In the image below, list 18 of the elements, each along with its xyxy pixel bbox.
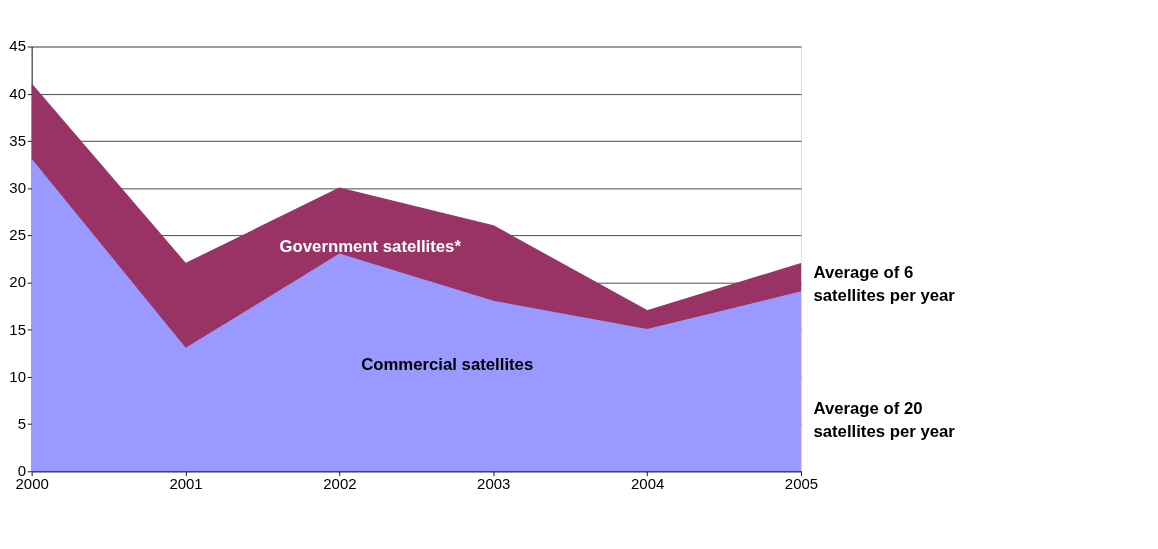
y-tick-label: 40 bbox=[9, 84, 26, 102]
y-tick-label: 20 bbox=[9, 273, 26, 291]
x-tick-label: 2004 bbox=[631, 475, 665, 493]
y-tick-label: 45 bbox=[9, 37, 26, 55]
text: Average of 20 satellites per year bbox=[813, 398, 956, 441]
series-label: Government satellites* bbox=[279, 236, 462, 256]
y-tick-label: 35 bbox=[9, 131, 26, 149]
x-tick-label: 2005 bbox=[784, 475, 819, 493]
y-tick-label: 15 bbox=[9, 320, 26, 338]
x-tick-label: 2002 bbox=[323, 475, 357, 493]
text: Average of 6 satellites per year bbox=[813, 263, 956, 306]
x-tick-label: 2003 bbox=[477, 475, 511, 493]
x-tick-label: 2001 bbox=[169, 475, 203, 493]
y-tick-label: 30 bbox=[9, 179, 26, 196]
series-label: Commercial satellites bbox=[361, 355, 534, 375]
y-tick-label: 25 bbox=[9, 226, 26, 244]
y-tick-label: 5 bbox=[17, 414, 26, 432]
y-tick-label: 10 bbox=[9, 367, 26, 385]
